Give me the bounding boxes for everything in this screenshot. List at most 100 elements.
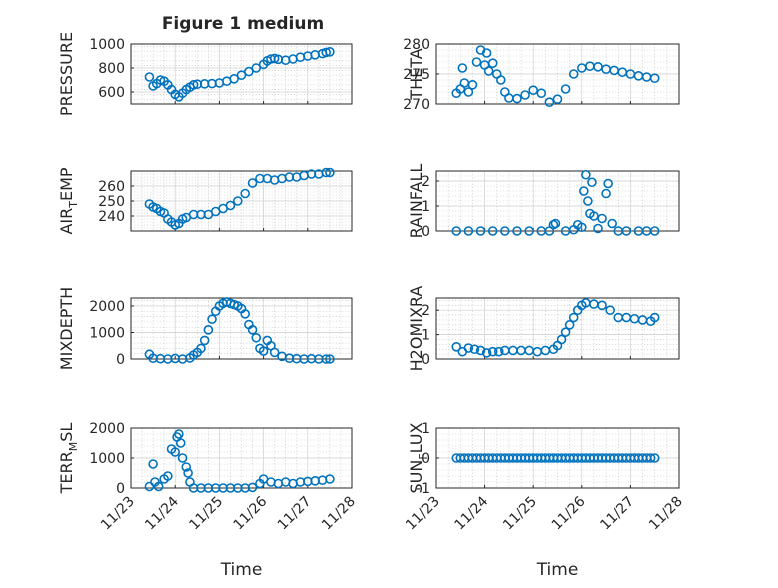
data-point: [583, 196, 593, 206]
x-tick-label: 11/28: [646, 494, 686, 534]
y-axis-label: AIRTEMP: [57, 167, 80, 234]
data-point: [487, 346, 498, 357]
y-tick-label: 1000: [89, 325, 125, 341]
data-point: [568, 312, 579, 323]
data-point: [233, 196, 243, 206]
axes-border: [130, 43, 353, 105]
data-point: [649, 312, 660, 323]
data-point: [451, 226, 462, 236]
y-tick-label: 1000: [89, 451, 125, 467]
data-point: [649, 226, 660, 236]
data-point: [576, 222, 587, 233]
x-tick-label: 11/26: [231, 493, 271, 533]
data-point: [587, 177, 597, 188]
y-axis-label: THETA: [407, 48, 426, 100]
data-point: [153, 481, 164, 492]
data-point: [481, 48, 492, 58]
y-tick-label: 0: [421, 352, 430, 368]
data-point: [601, 188, 611, 199]
y-tick-label: 240: [98, 209, 125, 225]
data-point: [645, 453, 656, 463]
data-point: [240, 188, 250, 199]
x-axis-label: Time: [536, 560, 579, 580]
y-tick-label: 270: [403, 97, 430, 113]
data-point: [550, 218, 561, 229]
data-point: [247, 325, 258, 335]
data-point: [552, 94, 563, 104]
x-tick-label: 11/23: [98, 494, 138, 534]
y-tick-label: 1: [421, 328, 430, 344]
data-point: [188, 80, 199, 90]
y-tick-label: 250: [98, 194, 125, 210]
data-point: [528, 85, 539, 95]
data-point: [564, 320, 575, 330]
y-axis-label: PRESSURE: [57, 32, 76, 116]
data-point: [251, 63, 262, 73]
data-point: [560, 84, 571, 94]
data-point: [536, 88, 547, 98]
x-tick-label: 11/26: [549, 493, 589, 533]
data-point: [467, 80, 478, 90]
y-axis-label: RAINFALL: [407, 164, 426, 239]
data-point: [605, 305, 615, 316]
axes-border: [435, 297, 680, 360]
y-tick-label: 280: [403, 37, 430, 53]
data-point: [544, 97, 555, 107]
data-point: [207, 314, 217, 325]
data-point: [199, 335, 210, 346]
data-point: [325, 474, 335, 484]
data-point: [181, 462, 192, 472]
data-point: [649, 73, 660, 83]
data-point: [581, 169, 591, 180]
y-tick-label: 2000: [89, 421, 125, 437]
x-tick-label: 11/28: [319, 494, 359, 534]
data-point: [163, 471, 173, 481]
data-point: [463, 343, 474, 353]
figure-title: Figure 1 medium: [162, 14, 324, 34]
data-point: [475, 226, 486, 236]
data-point: [469, 344, 480, 355]
y-tick-label: 2: [421, 303, 430, 319]
data-point: [487, 226, 498, 236]
data-point: [512, 93, 522, 104]
y-tick-label: 0: [421, 224, 430, 240]
panel-sun_flux: 11/23 11/24 11/25 11/26 11/27 11/28 -1 0 1SUNFLU…: [403, 421, 686, 580]
data-point: [175, 438, 186, 448]
data-point: [483, 66, 494, 76]
data-point: [321, 167, 332, 178]
data-point: [196, 343, 206, 354]
minor-grid: [131, 428, 352, 488]
y-tick-label: 2: [421, 174, 430, 190]
data-point: [520, 90, 530, 100]
data-point: [457, 63, 468, 73]
data-point: [203, 325, 214, 335]
x-tick-label: 11/25: [186, 494, 226, 534]
axes-border: [130, 170, 353, 232]
x-tick-label: 11/23: [403, 494, 443, 534]
data-point: [174, 429, 184, 439]
x-tick-label: 11/24: [452, 493, 492, 533]
axes-border: [435, 427, 680, 489]
data-point: [603, 178, 613, 189]
data-point: [556, 334, 567, 345]
data-point: [560, 327, 571, 337]
data-point: [144, 72, 155, 82]
data-point: [512, 226, 522, 236]
data-point: [475, 345, 486, 356]
x-tick-label: 11/24: [142, 493, 182, 533]
data-point: [229, 74, 239, 84]
x-tick-label: 11/27: [597, 494, 637, 534]
data-point: [247, 482, 258, 493]
plot-area: [435, 170, 680, 232]
data-point: [244, 66, 254, 77]
axes-border: [435, 43, 680, 105]
panel-mixdepth: 0 1000 2000 MIXDEPTH: [57, 287, 353, 370]
x-tick-label: 11/25: [500, 494, 540, 534]
y-axis-label: SUNFLUX: [407, 422, 430, 493]
data-point: [481, 348, 492, 358]
data-point: [321, 354, 332, 364]
data-point: [597, 213, 607, 224]
